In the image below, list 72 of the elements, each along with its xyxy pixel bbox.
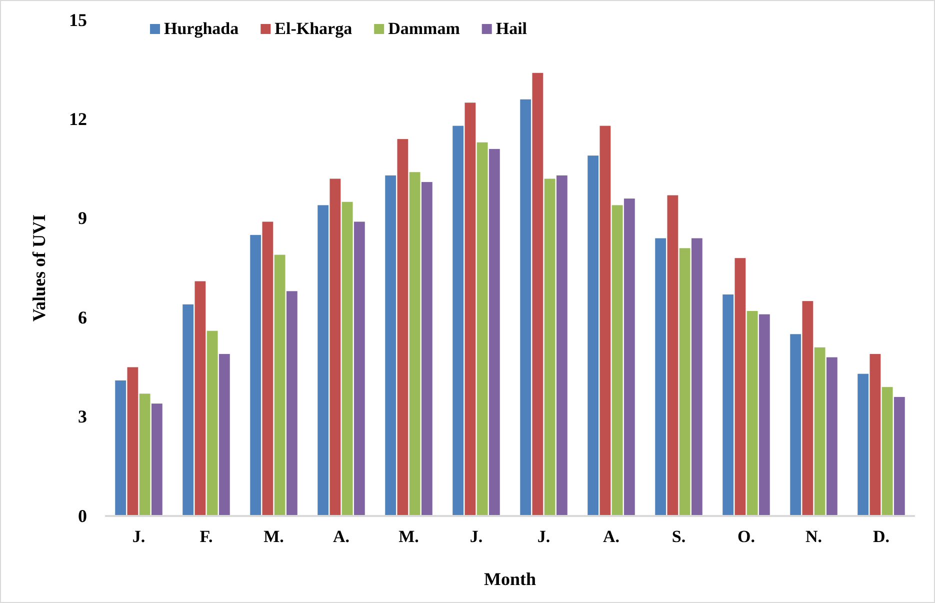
x-axis-title: Month xyxy=(484,569,536,589)
bar xyxy=(667,195,678,516)
bar xyxy=(397,139,408,516)
legend-label: Hail xyxy=(496,19,528,38)
y-axis-title: Values of UVI xyxy=(29,214,49,322)
x-tick-label: A. xyxy=(602,527,620,546)
bar xyxy=(464,102,476,516)
x-tick-label: J. xyxy=(537,527,550,546)
bar xyxy=(882,387,893,516)
x-tick-label: J. xyxy=(132,527,146,546)
bar xyxy=(206,330,218,516)
x-tick-label: M. xyxy=(264,527,284,546)
bar xyxy=(532,72,544,516)
bar xyxy=(746,310,758,516)
bar xyxy=(318,205,329,516)
x-tick-label: J. xyxy=(470,527,483,546)
bar xyxy=(600,126,611,516)
bar xyxy=(758,314,770,516)
bar xyxy=(556,175,568,516)
bar xyxy=(734,258,746,516)
bar xyxy=(814,347,826,516)
legend-label: El-Kharga xyxy=(274,19,353,38)
x-tick-label: M. xyxy=(398,527,419,546)
x-tick-label: A. xyxy=(332,527,350,546)
y-tick-label: 0 xyxy=(78,506,87,526)
bar xyxy=(802,301,814,516)
x-tick-label: D. xyxy=(872,527,890,546)
bar xyxy=(409,172,420,516)
bar xyxy=(655,238,666,516)
bar xyxy=(151,404,162,516)
bar xyxy=(691,238,702,516)
bar xyxy=(330,178,341,516)
bar xyxy=(826,357,838,516)
bar xyxy=(354,222,365,516)
bar xyxy=(127,367,138,516)
y-tick-label: 15 xyxy=(69,10,87,30)
legend-label: Dammam xyxy=(388,19,460,38)
bar xyxy=(624,198,635,516)
bar xyxy=(679,248,690,516)
x-tick-label: S. xyxy=(672,527,686,546)
bar xyxy=(274,254,286,516)
bar xyxy=(385,175,396,516)
bar xyxy=(452,126,464,516)
y-tick-label: 3 xyxy=(78,406,87,427)
x-tick-label: N. xyxy=(805,527,822,546)
bar xyxy=(421,182,432,516)
bar xyxy=(722,294,734,516)
bar xyxy=(790,334,802,516)
bar xyxy=(262,222,274,516)
bar xyxy=(218,354,230,516)
bar xyxy=(870,354,881,516)
bar xyxy=(194,281,206,516)
bar xyxy=(858,374,869,516)
bar xyxy=(544,178,556,516)
bar xyxy=(139,394,150,516)
y-tick-label: 12 xyxy=(69,108,87,129)
bar xyxy=(286,291,298,516)
y-tick-label: 9 xyxy=(78,208,87,228)
bar xyxy=(476,142,488,516)
bar xyxy=(612,205,623,516)
x-tick-label: F. xyxy=(200,527,213,546)
bar xyxy=(520,99,532,516)
y-tick-label: 6 xyxy=(78,307,87,328)
bar xyxy=(182,304,194,516)
bar xyxy=(894,396,905,516)
bar xyxy=(342,202,353,516)
bar xyxy=(488,148,500,516)
legend-label: Hurghada xyxy=(164,19,240,38)
x-tick-label: O. xyxy=(738,527,755,546)
bar xyxy=(250,234,262,516)
bar xyxy=(115,380,126,516)
bar xyxy=(588,156,599,516)
